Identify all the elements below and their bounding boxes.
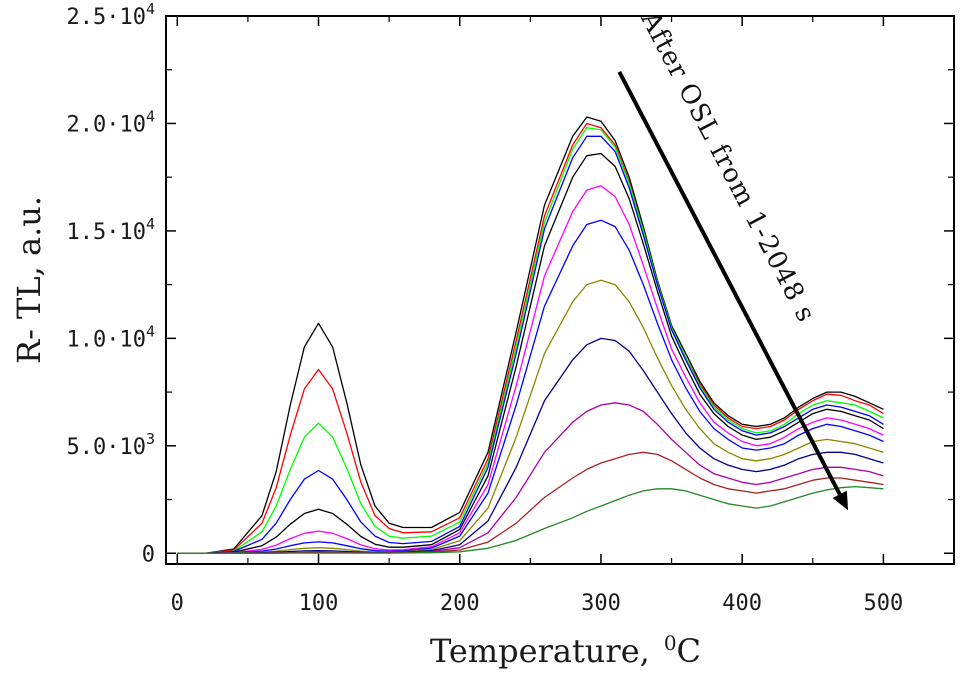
glow-curve-6 — [177, 185, 884, 554]
y-tick-label: 0 — [142, 542, 155, 567]
x-tick-label: 400 — [722, 591, 762, 616]
glow-curve-7 — [177, 219, 884, 554]
x-axis-unit: C — [677, 632, 701, 670]
x-tick-label: 100 — [299, 591, 339, 616]
glow-curves — [177, 116, 884, 554]
glow-curve-2 — [177, 122, 884, 554]
y-tick-mantissa: 1.0·10 — [66, 327, 145, 352]
y-tick-mantissa: 5.0·10 — [66, 435, 145, 460]
y-tick-exponent: 4 — [146, 215, 155, 233]
x-axis: 0 100 200 300 400 500 — [171, 16, 904, 616]
y-tick-exponent: 3 — [146, 430, 155, 448]
plot-frame — [165, 15, 955, 565]
glow-curve-1 — [177, 116, 884, 554]
y-tick-mantissa: 2.5·10 — [66, 5, 145, 30]
glow-curve-12 — [177, 485, 884, 554]
glow-curve-8 — [177, 279, 884, 554]
glow-curve-9 — [177, 337, 884, 554]
y-tick-label: 2.5·104 — [66, 0, 155, 30]
annotation-arrow-shaft — [617, 70, 842, 496]
x-tick-label: 200 — [440, 591, 480, 616]
x-tick-label: 500 — [864, 591, 904, 616]
y-tick-exponent: 4 — [146, 322, 155, 340]
x-axis-title: Temperature, 0C — [430, 631, 701, 670]
y-tick-label: 1.0·104 — [66, 322, 155, 352]
y-tick-mantissa: 0 — [142, 542, 155, 567]
y-tick-exponent: 4 — [146, 107, 155, 125]
y-tick-mantissa: 2.0·10 — [66, 112, 145, 137]
y-tick-exponent: 4 — [146, 0, 155, 18]
y-axis-title: R- TL, a.u. — [10, 196, 48, 364]
y-tick-label: 2.0·104 — [66, 107, 155, 137]
annotation-arrow-head — [832, 490, 849, 511]
glow-curve-3 — [177, 127, 884, 554]
x-axis-title-text: Temperature, — [430, 632, 650, 670]
x-tick-label: 300 — [581, 591, 621, 616]
y-tick-label: 5.0·103 — [66, 430, 155, 460]
glow-curve-5 — [177, 152, 884, 554]
glow-curve-4 — [177, 135, 884, 554]
y-tick-mantissa: 1.5·10 — [66, 220, 145, 245]
x-axis-unit-sup: 0 — [664, 631, 677, 655]
y-tick-label: 1.5·104 — [66, 215, 155, 245]
x-tick-label: 0 — [171, 591, 184, 616]
